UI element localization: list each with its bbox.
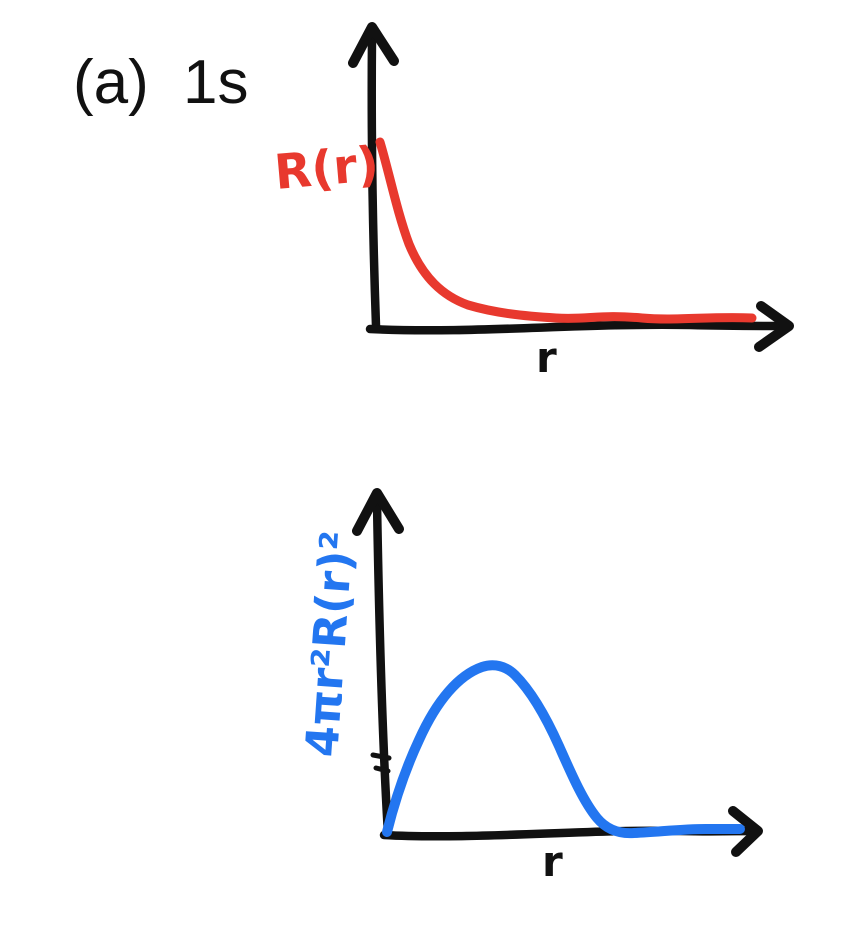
bottom-chart-radial-distribution: 4πr²R(r)² r [295,488,763,886]
panel-label: (a) [73,48,149,117]
bottom-chart-y-axis [372,497,393,839]
bottom-chart-x-axis-label: r [542,837,563,886]
bottom-chart-y-axis-label: 4πr²R(r)² [295,529,364,759]
top-chart-y-axis [367,33,381,331]
radial-wavefunction-curve [375,137,757,324]
radial-distribution-curve [382,660,745,839]
top-chart-x-axis-label: r [536,333,557,382]
top-chart-y-axis-arrowhead [348,22,399,68]
orbital-label: 1s [183,48,248,117]
bottom-chart-x-axis-arrowhead [728,806,763,857]
figure-label-group: (a) 1s [73,48,248,117]
bottom-chart-y-axis-arrowhead [352,488,404,536]
top-chart-y-axis-label: R(r) [272,136,381,201]
top-chart-x-axis [365,320,789,335]
bottom-chart-y-axis-tick [370,752,392,774]
top-chart-radial-wavefunction: R(r) r [272,22,794,382]
top-chart-x-axis-arrowhead [754,301,794,352]
